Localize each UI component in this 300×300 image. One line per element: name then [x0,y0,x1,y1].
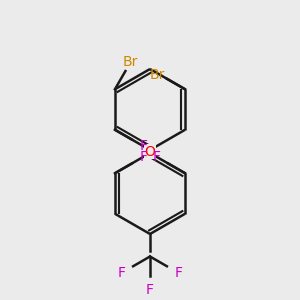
Text: Br: Br [149,68,165,82]
Text: F: F [146,283,154,297]
Text: Br: Br [123,55,138,69]
Text: F: F [152,150,160,164]
Text: F: F [175,266,183,280]
Text: F: F [140,150,148,164]
Text: O: O [145,145,155,158]
Text: F: F [140,139,148,153]
Text: F: F [117,266,125,280]
